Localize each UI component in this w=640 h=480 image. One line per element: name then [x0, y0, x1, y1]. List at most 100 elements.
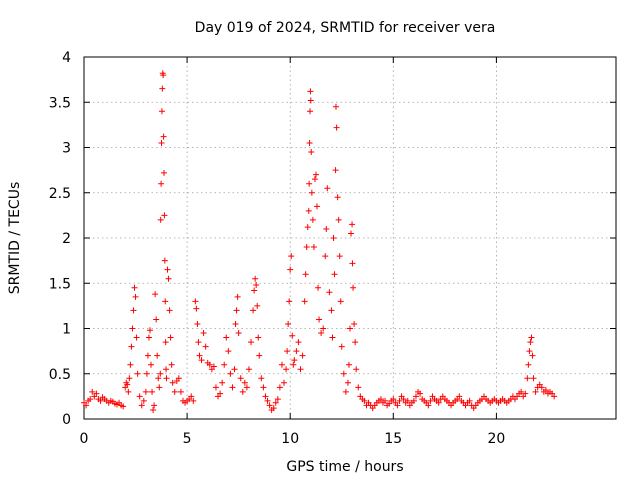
data-point [530, 375, 537, 382]
data-point [232, 320, 239, 327]
data-point [264, 397, 271, 404]
data-point [400, 396, 407, 403]
data-point [417, 390, 424, 397]
data-point [154, 352, 161, 359]
data-point [127, 361, 134, 368]
data-point [301, 298, 308, 305]
data-point [456, 393, 463, 400]
data-point [164, 266, 171, 273]
data-point [377, 396, 384, 403]
data-point [348, 230, 355, 237]
y-tick-label: 1 [62, 322, 71, 338]
data-point [353, 366, 360, 373]
data-point [243, 384, 250, 391]
x-tick-label: 10 [281, 431, 299, 447]
data-point [160, 72, 167, 79]
data-point [131, 284, 138, 291]
y-tick-label: 0 [62, 412, 71, 428]
data-point [168, 361, 175, 368]
data-point [307, 88, 314, 95]
data-point [233, 307, 240, 314]
data-point [309, 216, 316, 223]
data-point [352, 339, 359, 346]
data-point [192, 298, 199, 305]
data-point [302, 271, 309, 278]
data-point [331, 271, 338, 278]
data-point [188, 393, 195, 400]
data-point [355, 384, 362, 391]
data-point [97, 397, 104, 404]
data-point [163, 366, 170, 373]
data-point [299, 352, 306, 359]
axis-ticks: 0 0.5 1 1.5 2 2.5 3 3.5 4 0 5 10 15 20 [49, 50, 616, 447]
data-point [158, 139, 165, 146]
data-point [410, 397, 417, 404]
data-point [304, 224, 311, 231]
data-point [136, 393, 143, 400]
data-point [169, 379, 176, 386]
data-point [551, 393, 558, 400]
data-point [152, 291, 159, 298]
data-point [396, 397, 403, 404]
data-point [312, 171, 319, 178]
data-point [518, 388, 525, 395]
data-point [202, 343, 209, 350]
data-point [196, 352, 203, 359]
data-point [335, 216, 342, 223]
data-point [522, 390, 529, 397]
data-point [165, 275, 172, 282]
data-point [328, 307, 335, 314]
data-point [195, 339, 202, 346]
data-point [326, 289, 333, 296]
data-point [382, 397, 389, 404]
data-point [361, 397, 368, 404]
data-point [285, 320, 292, 327]
y-tick-label: 1.5 [49, 276, 71, 292]
data-point [239, 388, 246, 395]
data-point [125, 388, 132, 395]
data-point [306, 108, 313, 115]
data-point [190, 397, 197, 404]
data-point [324, 185, 331, 192]
data-point [253, 282, 260, 289]
data-point [210, 363, 217, 370]
data-point [241, 379, 248, 386]
data-point [322, 253, 329, 260]
data-point [198, 357, 205, 364]
data-point [323, 225, 330, 232]
data-point [542, 387, 549, 394]
data-point [466, 397, 473, 404]
y-axis-title: SRMTID / TECUs [7, 182, 23, 295]
data-point [157, 216, 164, 223]
data-point [334, 194, 341, 201]
data-point [329, 334, 336, 341]
data-point [229, 384, 236, 391]
data-point [237, 375, 244, 382]
data-point [337, 298, 344, 305]
data-point [134, 370, 141, 377]
y-tick-label: 4 [62, 50, 71, 66]
data-point [223, 334, 230, 341]
data-point [314, 203, 321, 210]
data-point [538, 384, 545, 391]
data-point [435, 399, 442, 406]
data-point [217, 390, 224, 397]
x-tick-label: 15 [384, 431, 402, 447]
data-point [293, 348, 300, 355]
data-point [349, 260, 356, 267]
data-point [138, 402, 145, 409]
data-point [266, 402, 273, 409]
chart-title: Day 019 of 2024, SRMTID for receiver ver… [195, 20, 496, 36]
data-point [412, 393, 419, 400]
data-point [160, 133, 167, 140]
data-point [193, 305, 200, 312]
data-point [336, 253, 343, 260]
data-point [130, 307, 137, 314]
y-tick-label: 3 [62, 141, 71, 157]
data-point [342, 388, 349, 395]
data-point [158, 180, 165, 187]
data-point [297, 366, 304, 373]
data-point [146, 327, 153, 334]
data-point [340, 370, 347, 377]
